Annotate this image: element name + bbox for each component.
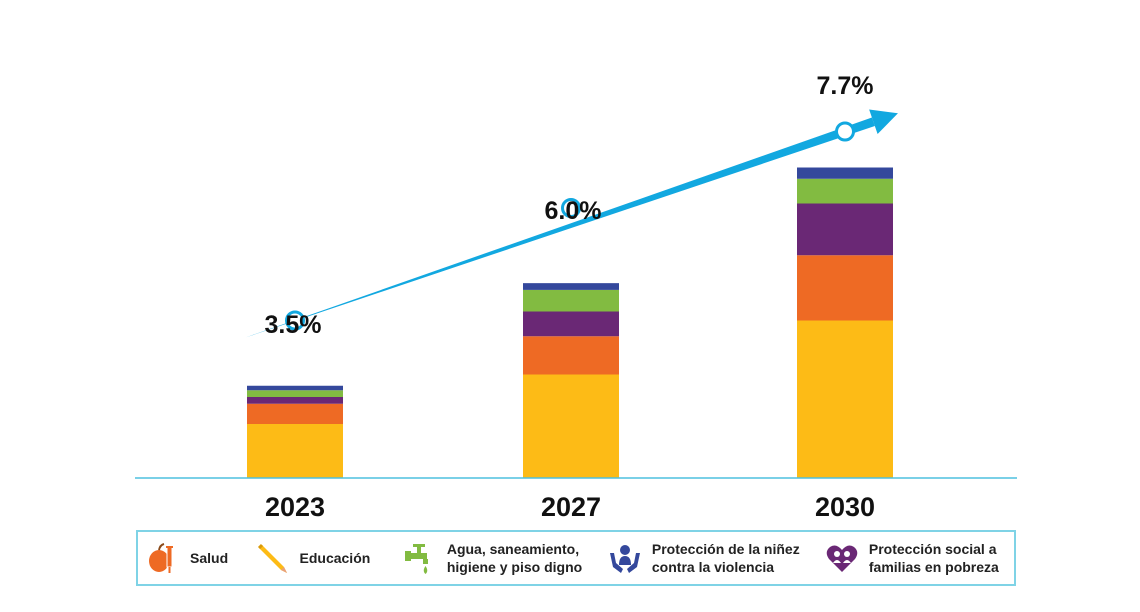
bar-segment-2027-2 bbox=[523, 311, 619, 337]
bar-segment-2023-3 bbox=[247, 390, 343, 397]
bar-segment-2030-1 bbox=[797, 255, 893, 321]
x-tick-label: 2030 bbox=[815, 492, 875, 522]
legend: Salud Educación Agua, saneamiento, higie… bbox=[136, 530, 1016, 586]
bar-segment-2027-4 bbox=[523, 283, 619, 290]
water-tap-icon bbox=[403, 541, 437, 575]
bar-segment-2023-4 bbox=[247, 385, 343, 391]
legend-item-educacion: Educación bbox=[256, 532, 403, 584]
syringe-icon bbox=[146, 541, 180, 575]
legend-label: Salud bbox=[190, 550, 229, 566]
trend-marker bbox=[835, 121, 855, 142]
bar-segment-2027-1 bbox=[523, 336, 619, 375]
bar-segment-2027-0 bbox=[523, 374, 619, 478]
legend-label: Protección social a familias en pobreza bbox=[868, 541, 999, 575]
legend-label: Agua, saneamiento, higiene y piso digno bbox=[446, 541, 583, 575]
family-heart-icon bbox=[825, 541, 859, 575]
trend-data-label: 7.7% bbox=[817, 72, 874, 100]
trend-data-label: 3.5% bbox=[265, 311, 322, 339]
legend-label: Protección de la niñez contra la violenc… bbox=[651, 541, 800, 575]
x-tick-label: 2027 bbox=[541, 492, 601, 522]
trend-marker bbox=[285, 310, 305, 331]
trend-marker bbox=[561, 198, 581, 218]
bar-segment-2030-2 bbox=[797, 203, 893, 256]
protecting-hands-icon bbox=[608, 541, 642, 575]
legend-item-agua: Agua, saneamiento, higiene y piso digno bbox=[403, 532, 608, 584]
legend-item-proteccion-social: Protección social a familias en pobreza bbox=[825, 532, 1014, 584]
trend-arrow-head bbox=[869, 109, 898, 135]
legend-item-ninez: Protección de la niñez contra la violenc… bbox=[608, 532, 825, 584]
bar-segment-2030-3 bbox=[797, 178, 893, 204]
legend-item-salud: Salud bbox=[146, 532, 256, 584]
bar-segment-2023-2 bbox=[247, 397, 343, 404]
x-tick-label: 2023 bbox=[265, 492, 325, 522]
legend-label: Educación bbox=[299, 550, 371, 566]
pencil-icon bbox=[256, 541, 290, 575]
bar-segment-2030-0 bbox=[797, 320, 893, 478]
trend-data-label: 6.0% bbox=[545, 197, 602, 225]
trend-arrow-shaft bbox=[245, 117, 875, 338]
chart: 2023 2027 2030 3.5% 6.0% 7.7% bbox=[135, 72, 1017, 522]
bar-segment-2023-1 bbox=[247, 403, 343, 424]
bar-segment-2027-3 bbox=[523, 289, 619, 312]
bar-segment-2030-4 bbox=[797, 167, 893, 179]
bar-segment-2023-0 bbox=[247, 424, 343, 478]
